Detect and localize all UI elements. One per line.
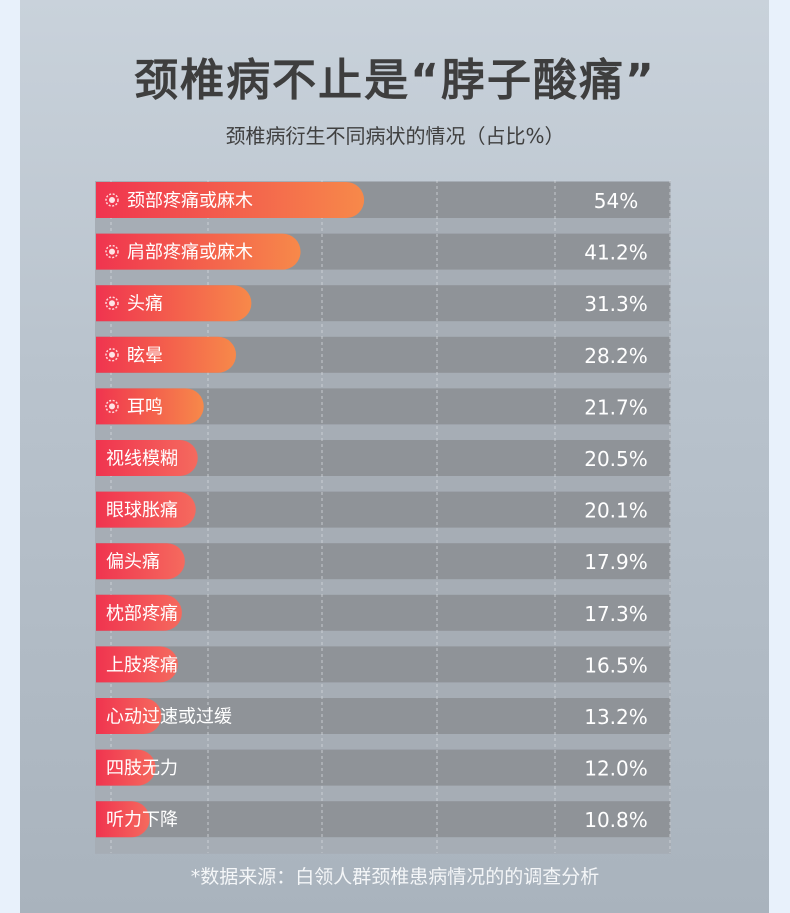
- value-label: 21.7%: [584, 395, 648, 419]
- category-label: 眼球胀痛: [106, 500, 178, 521]
- value-label: 31.3%: [584, 292, 648, 316]
- symptom-icon: [105, 193, 119, 207]
- bar: [96, 440, 198, 476]
- category-label: 听力下降: [106, 810, 178, 831]
- bar: [96, 594, 182, 631]
- bar: [96, 646, 178, 683]
- bar-track: [96, 749, 670, 786]
- value-label: 17.3%: [584, 602, 648, 626]
- symptom-icon: [105, 296, 119, 310]
- bar: [96, 285, 252, 322]
- bar: [96, 491, 196, 528]
- bar: [96, 749, 156, 786]
- category-label: 肩部疼痛或麻木: [127, 242, 253, 263]
- symptom-icon-core: [109, 300, 115, 307]
- bar: [96, 182, 365, 218]
- bar: [96, 336, 237, 373]
- value-label: 10.8%: [584, 808, 648, 832]
- category-label: 颈部疼痛或麻木: [127, 191, 253, 212]
- category-label: 视线模糊: [106, 449, 178, 470]
- category-label: 上肢疼痛: [106, 655, 178, 676]
- category-label: 枕部疼痛: [106, 603, 178, 624]
- category-label: 耳鸣: [127, 397, 163, 418]
- symptom-icon: [105, 348, 119, 362]
- symptom-icon-core: [109, 403, 115, 410]
- bar: [96, 388, 204, 425]
- bar: [96, 543, 185, 580]
- category-label: 心动过速或过缓: [106, 707, 232, 728]
- bar: [96, 233, 301, 270]
- category-label: 眩晕: [127, 345, 163, 366]
- symptom-icon: [105, 244, 119, 259]
- chart-subtitle: 颈椎病衍生不同病状的情况（占比%）: [225, 124, 565, 148]
- symptom-icon-core: [109, 351, 115, 358]
- value-label: 54%: [594, 189, 638, 213]
- data-source-note: *数据来源：白领人群颈椎患病情况的的调查分析: [190, 866, 600, 888]
- bar: [96, 698, 162, 734]
- value-label: 20.5%: [584, 447, 648, 471]
- value-label: 41.2%: [584, 241, 648, 265]
- symptom-icon: [105, 399, 119, 414]
- value-label: 17.9%: [584, 550, 648, 574]
- value-label: 12.0%: [584, 757, 648, 781]
- bar-track: [96, 594, 670, 631]
- bar-track: [96, 801, 670, 838]
- page-title: 颈椎病不止是“脖子酸痛”: [134, 55, 656, 106]
- value-label: 13.2%: [584, 705, 648, 729]
- bar: [96, 801, 150, 838]
- bar-track: [96, 698, 670, 734]
- category-label: 头痛: [127, 294, 163, 315]
- category-label: 四肢无力: [106, 758, 178, 779]
- symptom-icon-core: [109, 197, 115, 203]
- bar-track: [96, 543, 670, 580]
- category-label: 偏头痛: [106, 552, 160, 573]
- value-label: 16.5%: [584, 653, 648, 677]
- bar-track: [96, 646, 670, 683]
- symptom-icon-core: [109, 248, 115, 255]
- value-label: 28.2%: [584, 344, 648, 368]
- value-label: 20.1%: [584, 499, 648, 523]
